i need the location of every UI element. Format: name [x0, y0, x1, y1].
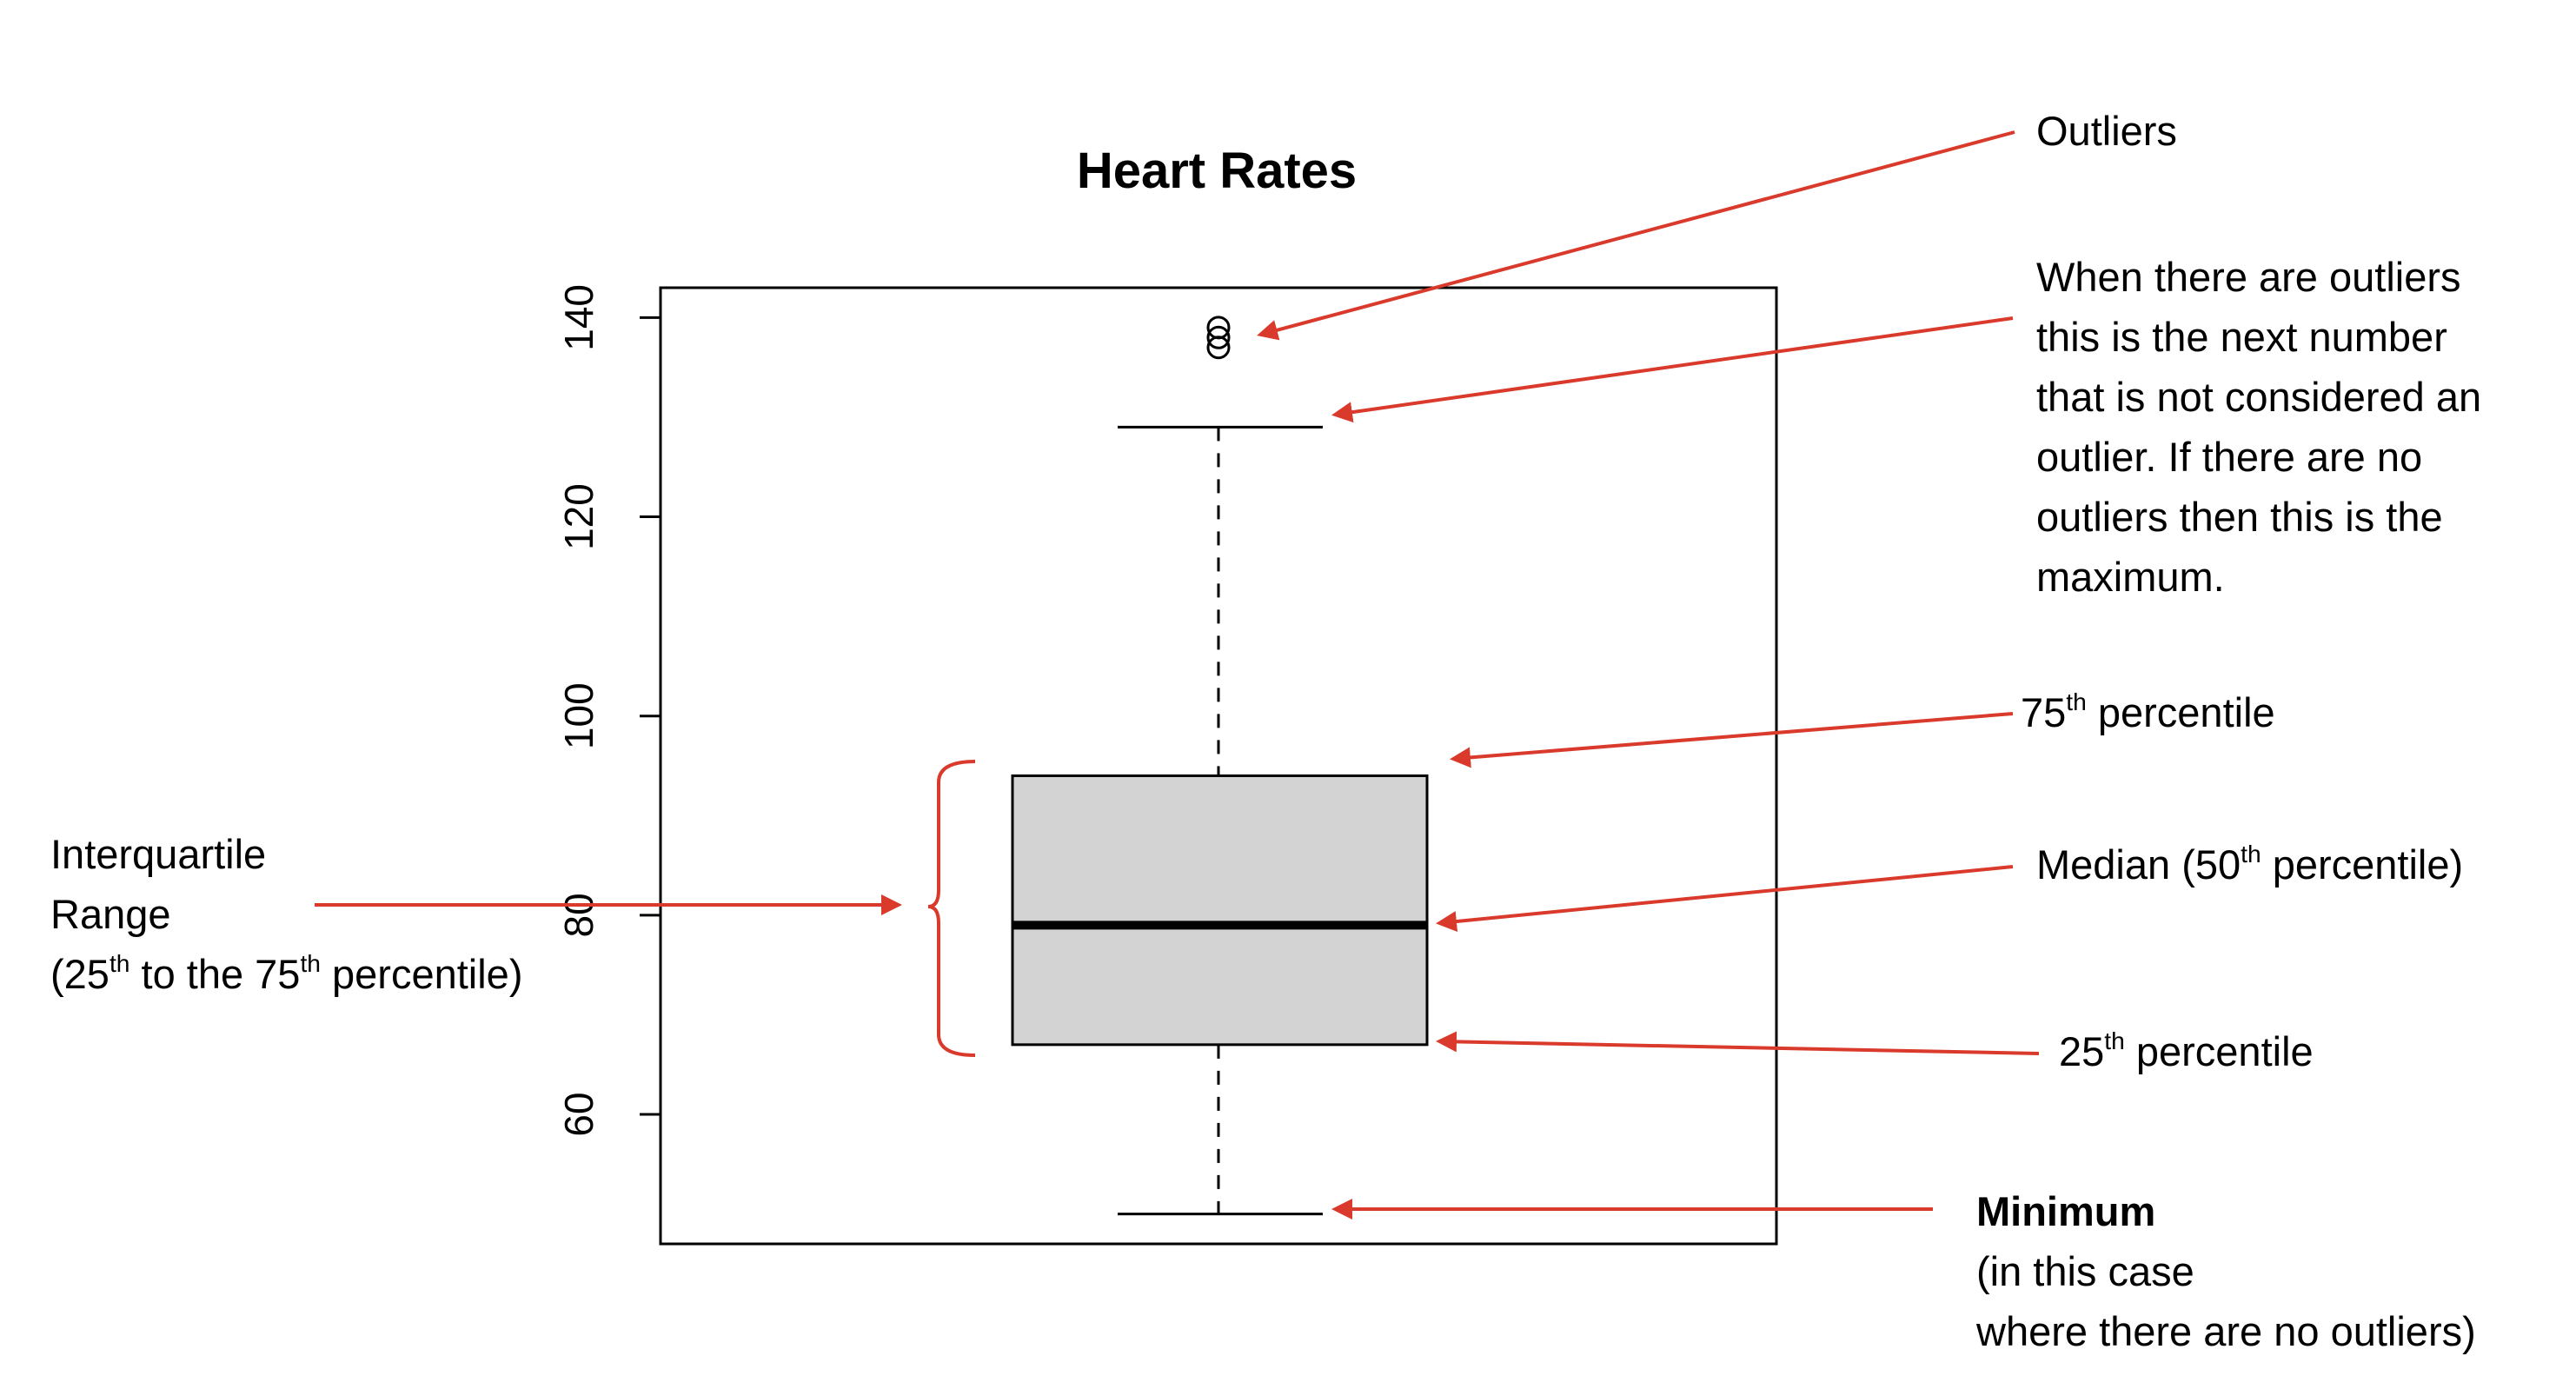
upper-whisker-line-2: this is the next number — [2036, 314, 2447, 360]
median-prefix: Median (50 — [2036, 841, 2241, 887]
iqr-line-3: (25th to the 75th percentile) — [50, 944, 522, 1004]
outlier-point — [1206, 316, 1231, 340]
annotation-arrows — [315, 130, 2040, 1220]
upper-whisker-line-3: that is not considered an — [2036, 374, 2482, 420]
upper-whisker-arrow — [1331, 316, 2014, 423]
iqr-line-2: Range — [50, 891, 171, 937]
median-annotation: Median (50th percentile) — [2036, 834, 2463, 894]
interquartile-box — [1011, 774, 1429, 1047]
iqr-brace — [927, 760, 976, 1057]
y-tick-label: 100 — [556, 682, 601, 749]
q1-suffix: percentile — [2124, 1028, 2314, 1074]
q3-annotation: 75th percentile — [2021, 682, 2275, 742]
upper-whisker-line-4: outlier. If there are no — [2036, 434, 2423, 480]
minimum-line-2: (in this case — [1976, 1248, 2194, 1294]
outliers-arrow — [1257, 130, 2015, 341]
outlier-point — [1206, 325, 1231, 349]
q3-arrow — [1450, 712, 2014, 768]
iqr-line-3-c: percentile) — [320, 951, 523, 997]
iqr-sup-1: th — [109, 949, 130, 978]
upper-whisker-line-6: maximum. — [2036, 554, 2225, 600]
iqr-line-3-b: to the 75 — [129, 951, 301, 997]
chart-title: Heart Rates — [1077, 143, 1357, 199]
outlier-points — [1206, 316, 1231, 360]
q1-superscript: th — [2104, 1027, 2125, 1055]
upper-whisker-annotation: When there are outliers this is the next… — [2036, 247, 2481, 607]
box-plot — [1011, 425, 1429, 1216]
median-arrow — [1436, 865, 2014, 932]
y-tick-label: 140 — [556, 284, 601, 351]
q1-number: 25 — [2059, 1028, 2105, 1074]
median-suffix: percentile) — [2261, 841, 2464, 887]
q3-number: 75 — [2021, 689, 2067, 735]
y-tick-label: 120 — [556, 483, 601, 550]
q1-annotation: 25th percentile — [2059, 1021, 2314, 1081]
minimum-annotation: Minimum (in this case where there are no… — [1976, 1181, 2476, 1361]
outliers-label: Outliers — [2036, 108, 2177, 154]
outliers-annotation: Outliers — [2036, 101, 2177, 161]
upper-whisker-line-1: When there are outliers — [2036, 254, 2461, 300]
q1-arrow — [1436, 1031, 2040, 1055]
q3-superscript: th — [2066, 688, 2087, 716]
minimum-line-3: where there are no outliers) — [1976, 1308, 2476, 1354]
iqr-annotation: Interquartile Range (25th to the 75th pe… — [50, 824, 522, 1004]
y-tick-label: 80 — [556, 893, 601, 937]
upper-whisker-line-5: outliers then this is the — [2036, 494, 2443, 540]
y-tick-label: 60 — [556, 1092, 601, 1136]
y-axis: 60 80 100 120 140 — [556, 284, 662, 1137]
minimum-title: Minimum — [1976, 1188, 2156, 1234]
iqr-sup-2: th — [300, 949, 321, 978]
q3-suffix: percentile — [2086, 689, 2275, 735]
iqr-line-3-a: (25 — [50, 951, 110, 997]
iqr-line-1: Interquartile — [50, 831, 267, 877]
median-superscript: th — [2241, 840, 2261, 868]
